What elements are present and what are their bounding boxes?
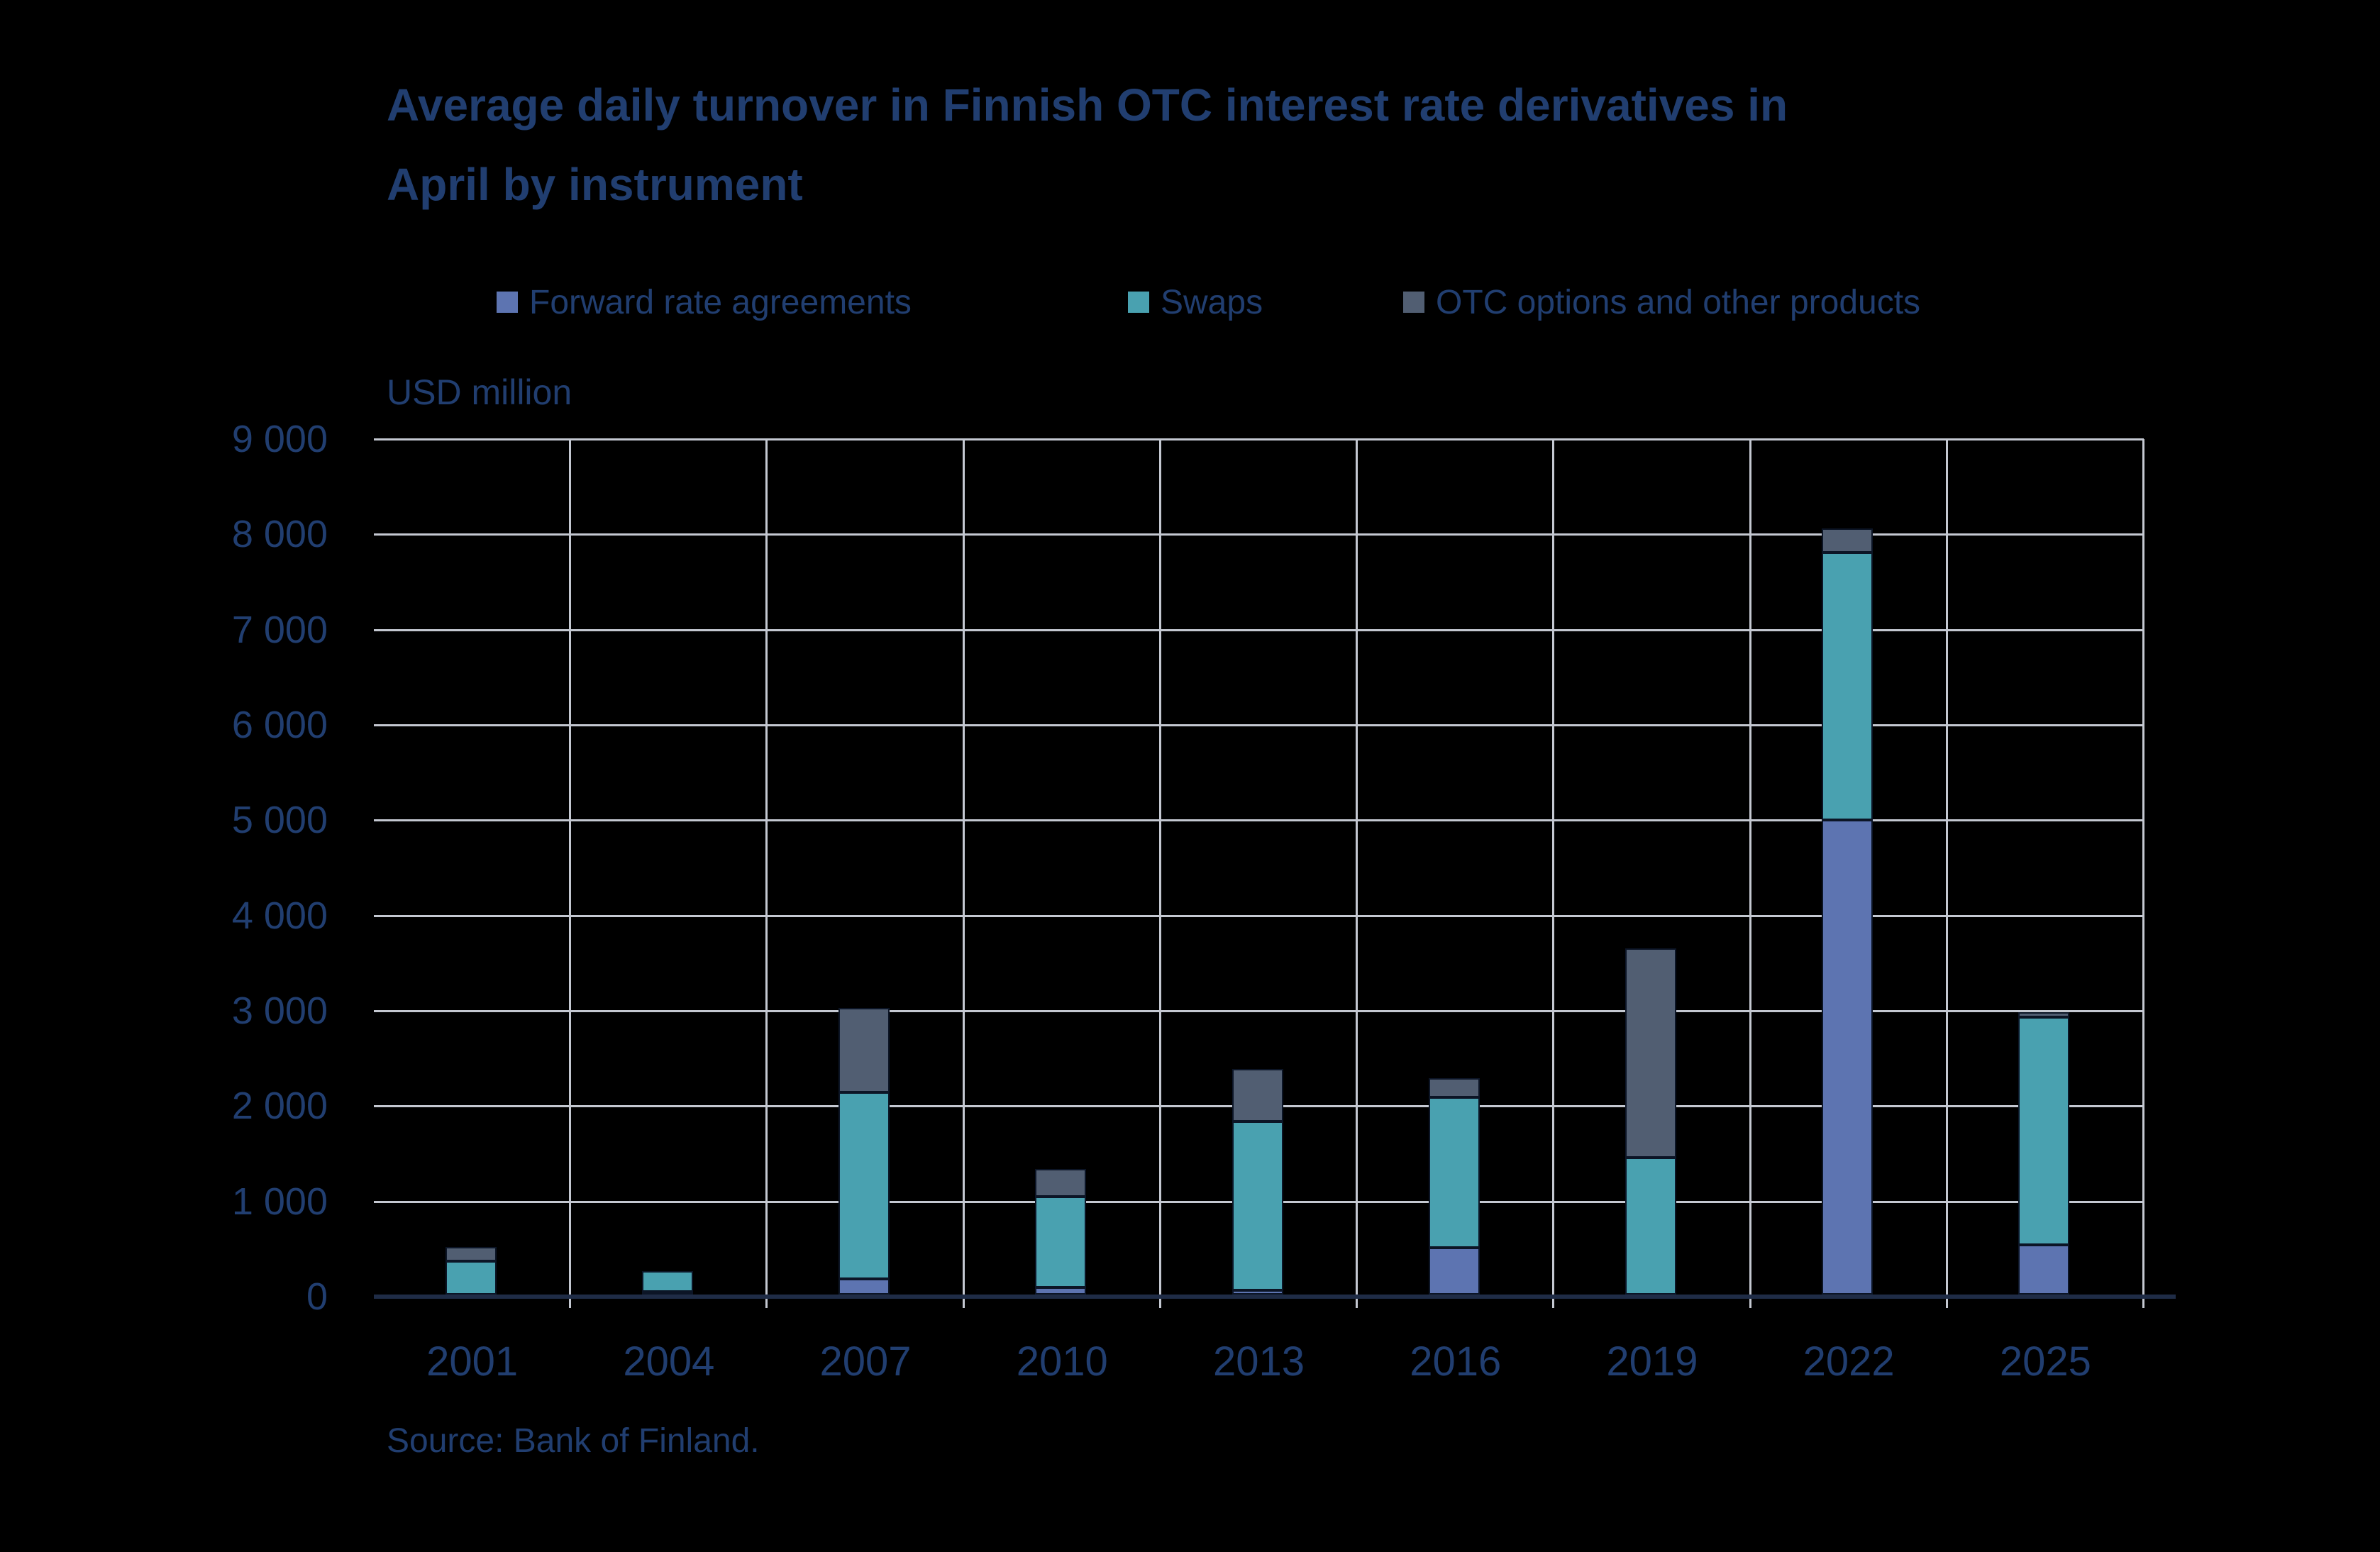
bar-segment-forward-rate-agreements-2004 xyxy=(641,1291,693,1295)
legend-color-swatch xyxy=(1403,292,1424,313)
chart-title: Average daily turnover in Finnish OTC in… xyxy=(387,65,2231,224)
gridline-horizontal xyxy=(374,533,2144,536)
legend-item-otc-options-and-other-products: OTC options and other products xyxy=(1403,282,1920,322)
bar-segment-swaps-2001 xyxy=(445,1260,497,1295)
bar-group-2016 xyxy=(1428,1078,1483,1295)
bar-segment-otc-options-and-other-products-2001 xyxy=(445,1246,497,1261)
gridline-horizontal xyxy=(374,724,2144,726)
bar-segment-forward-rate-agreements-2022 xyxy=(1822,820,1873,1295)
bar-segment-swaps-2022 xyxy=(1822,552,1873,821)
gridline-vertical xyxy=(1945,439,1948,1308)
y-axis-tick-label: 8 000 xyxy=(231,513,328,556)
bar-segment-otc-options-and-other-products-2010 xyxy=(1035,1168,1087,1197)
x-axis-label-2004: 2004 xyxy=(623,1338,715,1385)
gridline-horizontal xyxy=(374,628,2144,631)
chart-title-line-2: April by instrument xyxy=(387,159,803,210)
x-axis-label-2019: 2019 xyxy=(1606,1338,1698,1385)
x-axis: 2001 2004 2007 2010 2013 2016 2019 2022 2025 xyxy=(374,1338,2144,1387)
y-axis-tick-label: 0 xyxy=(306,1275,328,1318)
bar-group-2010 xyxy=(1035,1168,1089,1295)
x-axis-label-2007: 2007 xyxy=(819,1338,912,1385)
legend-label: OTC options and other products xyxy=(1436,283,1921,321)
gridline-vertical xyxy=(569,439,572,1308)
y-axis-tick-label: 1 000 xyxy=(231,1180,328,1223)
source-note: Source: Bank of Finland. xyxy=(387,1422,760,1460)
bar-segment-swaps-2013 xyxy=(1231,1121,1283,1290)
gridline-vertical xyxy=(1356,439,1358,1308)
x-axis-label-2025: 2025 xyxy=(1999,1338,2091,1385)
bar-segment-otc-options-and-other-products-2025 xyxy=(2018,1012,2070,1018)
legend-label: Forward rate agreements xyxy=(529,283,912,321)
bar-segment-otc-options-and-other-products-2016 xyxy=(1428,1078,1480,1097)
bar-segment-forward-rate-agreements-2025 xyxy=(2018,1245,2070,1295)
bar-group-2007 xyxy=(838,1007,892,1295)
bar-segment-swaps-2004 xyxy=(641,1271,693,1292)
y-axis-tick-label: 6 000 xyxy=(231,704,328,746)
bar-segment-forward-rate-agreements-2010 xyxy=(1035,1287,1087,1295)
x-axis-line xyxy=(374,1295,2176,1299)
bar-segment-swaps-2016 xyxy=(1428,1097,1480,1248)
y-axis-tick-label: 3 000 xyxy=(231,990,328,1032)
bar-group-2022 xyxy=(1822,528,1876,1295)
legend-label: Swaps xyxy=(1161,283,1263,321)
y-axis-unit-label: USD million xyxy=(387,372,572,412)
gridline-horizontal xyxy=(374,819,2144,822)
gridline-horizontal xyxy=(374,914,2144,917)
gridline-vertical xyxy=(1552,439,1555,1308)
bar-segment-otc-options-and-other-products-2013 xyxy=(1231,1069,1283,1121)
legend-item-forward-rate-agreements: Forward rate agreements xyxy=(497,282,912,322)
gridline-vertical xyxy=(2142,439,2144,1308)
y-axis-tick-label: 7 000 xyxy=(231,608,328,651)
x-axis-label-2022: 2022 xyxy=(1803,1338,1895,1385)
gridline-vertical xyxy=(962,439,965,1308)
bar-group-2004 xyxy=(641,1271,696,1295)
bar-group-2025 xyxy=(2018,1012,2072,1295)
gridline-vertical xyxy=(1158,439,1161,1308)
bar-segment-forward-rate-agreements-2016 xyxy=(1428,1248,1480,1295)
gridline-horizontal xyxy=(374,438,2144,440)
y-axis-tick-label: 9 000 xyxy=(231,418,328,460)
legend-item-swaps: Swaps xyxy=(1128,282,1263,322)
bar-segment-otc-options-and-other-products-2007 xyxy=(838,1007,890,1093)
bar-group-2019 xyxy=(1625,948,1679,1295)
y-axis-tick-label: 2 000 xyxy=(231,1085,328,1128)
bar-segment-swaps-2025 xyxy=(2018,1017,2070,1246)
x-axis-label-2010: 2010 xyxy=(1016,1338,1108,1385)
gridline-horizontal xyxy=(374,1010,2144,1012)
bar-group-2013 xyxy=(1231,1069,1286,1295)
x-axis-label-2016: 2016 xyxy=(1410,1338,1502,1385)
bar-segment-swaps-2007 xyxy=(838,1092,890,1279)
gridline-vertical xyxy=(1749,439,1751,1308)
bar-segment-otc-options-and-other-products-2022 xyxy=(1822,528,1873,553)
legend: Forward rate agreements Swaps OTC options … xyxy=(0,282,2380,325)
y-axis: 9 000 8 000 7 000 6 000 5 000 4 000 3 000 2 000… xyxy=(106,0,328,1552)
bar-group-2001 xyxy=(445,1246,499,1295)
y-axis-tick-label: 5 000 xyxy=(231,799,328,842)
legend-color-swatch xyxy=(1128,292,1149,313)
legend-color-swatch xyxy=(497,292,518,313)
bar-segment-swaps-2019 xyxy=(1625,1157,1676,1295)
bar-segment-forward-rate-agreements-2007 xyxy=(838,1278,890,1295)
y-axis-tick-label: 4 000 xyxy=(231,894,328,937)
gridline-vertical xyxy=(765,439,768,1308)
bar-segment-otc-options-and-other-products-2019 xyxy=(1625,948,1676,1158)
bar-segment-swaps-2010 xyxy=(1035,1196,1087,1287)
bar-segment-forward-rate-agreements-2013 xyxy=(1231,1290,1283,1295)
plot-area xyxy=(374,438,2176,1308)
chart-title-line-1: Average daily turnover in Finnish OTC in… xyxy=(387,79,1788,131)
x-axis-label-2013: 2013 xyxy=(1212,1338,1305,1385)
x-axis-label-2001: 2001 xyxy=(426,1338,519,1385)
